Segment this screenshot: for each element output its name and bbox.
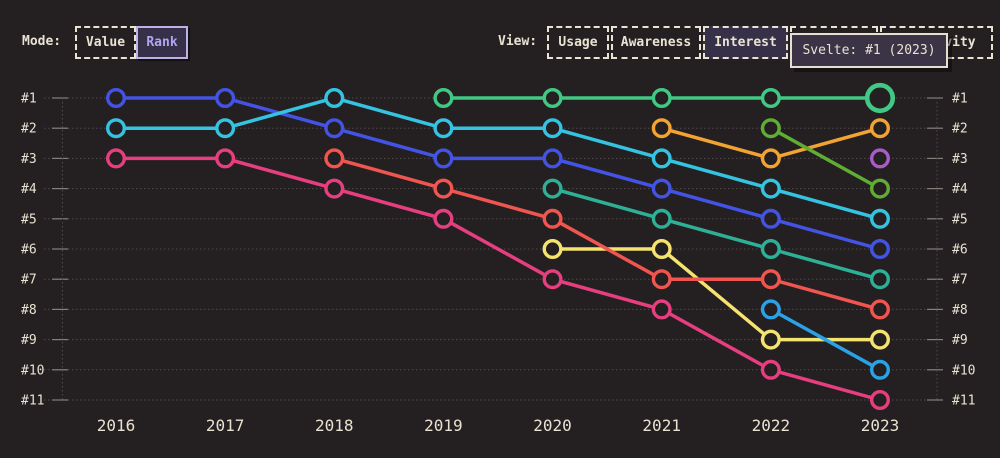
rank-label-right: #3 bbox=[952, 152, 968, 167]
series-line-series-red bbox=[333, 156, 881, 312]
data-point[interactable] bbox=[651, 118, 672, 139]
year-label: 2021 bbox=[642, 416, 681, 435]
data-point[interactable] bbox=[433, 118, 454, 139]
data-point[interactable] bbox=[760, 299, 781, 320]
data-point[interactable] bbox=[215, 118, 236, 139]
view-option-interest[interactable]: Interest bbox=[703, 26, 788, 59]
series-line-series-teal bbox=[552, 186, 881, 281]
mode-label: Mode: bbox=[22, 34, 62, 49]
year-label: 2022 bbox=[752, 416, 791, 435]
view-option-usage[interactable]: Usage bbox=[547, 26, 609, 59]
data-point[interactable] bbox=[105, 87, 126, 108]
data-point[interactable] bbox=[542, 269, 563, 290]
data-point[interactable] bbox=[760, 269, 781, 290]
series-line-series-pink bbox=[116, 156, 881, 402]
data-point[interactable] bbox=[760, 118, 781, 139]
chart-tooltip: Svelte: #1 (2023) bbox=[790, 33, 948, 68]
rank-label-right: #1 bbox=[952, 92, 968, 107]
data-point[interactable] bbox=[651, 148, 672, 169]
year-label: 2023 bbox=[861, 416, 900, 435]
mode-option-value[interactable]: Value bbox=[75, 26, 136, 59]
rank-label-left: #2 bbox=[21, 122, 37, 137]
data-point[interactable] bbox=[760, 238, 781, 259]
data-point[interactable] bbox=[324, 87, 345, 108]
rank-label-right: #11 bbox=[952, 394, 975, 409]
data-point[interactable] bbox=[869, 178, 890, 199]
rank-label-left: #10 bbox=[21, 363, 44, 378]
rank-label-right: #4 bbox=[952, 182, 968, 197]
data-point[interactable] bbox=[760, 178, 781, 199]
data-point[interactable] bbox=[869, 390, 890, 411]
data-point[interactable] bbox=[869, 299, 890, 320]
rank-label-left: #6 bbox=[21, 243, 37, 258]
rank-label-left: #7 bbox=[21, 273, 37, 288]
rank-label-left: #8 bbox=[21, 303, 37, 318]
rank-label-right: #2 bbox=[952, 122, 968, 137]
rank-label-right: #10 bbox=[952, 363, 975, 378]
rank-label-right: #9 bbox=[952, 333, 968, 348]
rank-label-left: #1 bbox=[21, 92, 37, 107]
data-point[interactable] bbox=[651, 87, 672, 108]
series-line-series-blue bbox=[116, 96, 881, 251]
year-label: 2016 bbox=[97, 416, 136, 435]
data-point[interactable] bbox=[869, 359, 890, 380]
highlighted-data-point[interactable] bbox=[864, 82, 896, 114]
view-label: View: bbox=[498, 34, 538, 49]
data-point[interactable] bbox=[433, 178, 454, 199]
data-point[interactable] bbox=[869, 329, 890, 350]
data-point[interactable] bbox=[651, 269, 672, 290]
mode-option-rank[interactable]: Rank bbox=[136, 26, 188, 59]
data-point[interactable] bbox=[869, 148, 890, 169]
data-point[interactable] bbox=[760, 329, 781, 350]
view-option-awareness[interactable]: Awareness bbox=[611, 26, 701, 59]
data-point[interactable] bbox=[869, 269, 890, 290]
rank-label-right: #8 bbox=[952, 303, 968, 318]
data-point[interactable] bbox=[869, 238, 890, 259]
data-point[interactable] bbox=[542, 178, 563, 199]
year-label: 2019 bbox=[424, 416, 463, 435]
year-label: 2017 bbox=[206, 416, 245, 435]
rank-label-right: #5 bbox=[952, 212, 968, 227]
data-point[interactable] bbox=[542, 148, 563, 169]
data-point[interactable] bbox=[542, 87, 563, 108]
data-point[interactable] bbox=[651, 299, 672, 320]
data-point[interactable] bbox=[215, 148, 236, 169]
data-point[interactable] bbox=[869, 118, 890, 139]
data-point[interactable] bbox=[869, 208, 890, 229]
data-point[interactable] bbox=[433, 148, 454, 169]
data-point[interactable] bbox=[651, 238, 672, 259]
year-label: 2020 bbox=[533, 416, 572, 435]
data-point[interactable] bbox=[760, 359, 781, 380]
series-line-series-lime bbox=[769, 126, 881, 191]
data-point[interactable] bbox=[433, 87, 454, 108]
data-point[interactable] bbox=[105, 118, 126, 139]
data-point[interactable] bbox=[215, 87, 236, 108]
data-point[interactable] bbox=[760, 87, 781, 108]
rank-label-left: #4 bbox=[21, 182, 37, 197]
data-point[interactable] bbox=[651, 178, 672, 199]
data-point[interactable] bbox=[324, 178, 345, 199]
year-label: 2018 bbox=[315, 416, 354, 435]
rank-label-left: #11 bbox=[21, 394, 44, 409]
series-line-series-sky bbox=[769, 307, 881, 372]
rank-label-left: #3 bbox=[21, 152, 37, 167]
data-point[interactable] bbox=[324, 148, 345, 169]
rank-label-left: #9 bbox=[21, 333, 37, 348]
data-point[interactable] bbox=[760, 208, 781, 229]
data-point[interactable] bbox=[542, 208, 563, 229]
data-point[interactable] bbox=[105, 148, 126, 169]
data-point[interactable] bbox=[542, 238, 563, 259]
rank-label-right: #6 bbox=[952, 243, 968, 258]
data-point[interactable] bbox=[651, 208, 672, 229]
rank-label-right: #7 bbox=[952, 273, 968, 288]
series-line-series-cyan bbox=[116, 96, 881, 221]
data-point[interactable] bbox=[760, 148, 781, 169]
rank-label-left: #5 bbox=[21, 212, 37, 227]
chart-tooltip-text: Svelte: #1 (2023) bbox=[802, 43, 936, 58]
data-point[interactable] bbox=[542, 118, 563, 139]
data-point[interactable] bbox=[433, 208, 454, 229]
data-point[interactable] bbox=[324, 118, 345, 139]
